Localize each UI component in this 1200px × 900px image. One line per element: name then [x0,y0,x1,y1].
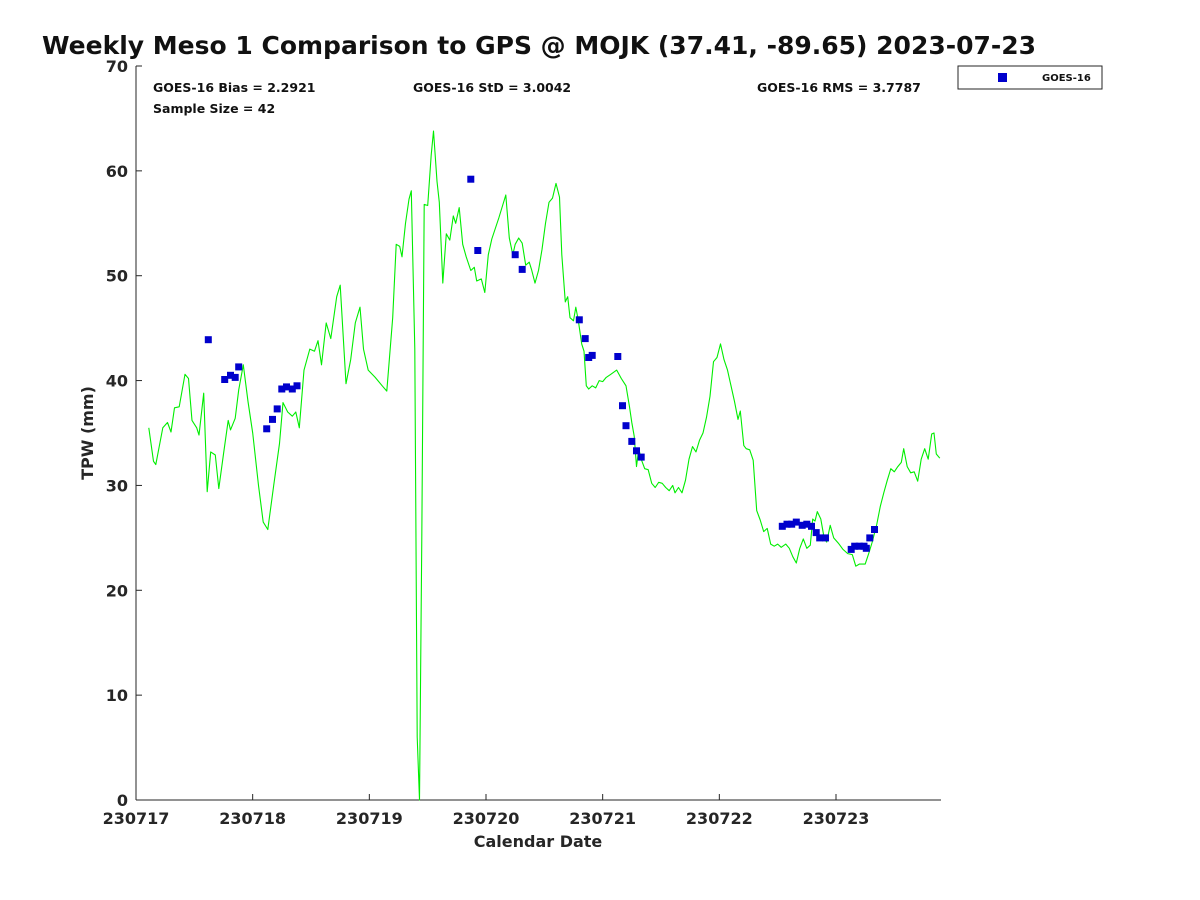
goes16-data-point [235,363,243,371]
goes16-data-point [798,521,806,529]
goes16-data-point [862,544,870,552]
goes16-data-point [816,534,824,542]
goes16-data-point [614,353,622,360]
x-tick-label: 230722 [686,809,753,828]
y-ticks: 0 10 20 30 40 50 60 70 [106,57,142,810]
goes16-data-point [778,522,786,530]
goes16-data-point [808,522,815,530]
goes16-data-point [581,335,589,343]
goes16-data-point [221,376,229,383]
legend-box [957,65,1103,90]
goes16-data-point [231,373,239,381]
y-tick-label: 30 [106,476,128,495]
sample-size-stat: Sample Size = 42 [153,101,275,116]
goes16-data-point [855,542,863,550]
chart-title: Weekly Meso 1 Comparison to GPS @ MOJK (… [42,31,1036,60]
goes16-data-point [474,247,482,254]
goes16-data-point [866,534,874,542]
y-tick-label: 40 [106,372,128,391]
goes16-data-point [518,265,526,273]
y-tick-label: 50 [106,267,128,286]
goes16-data-point [637,453,645,461]
goes16-data-point [788,520,796,528]
x-tick-label: 230721 [569,809,636,828]
goes16-data-point [822,534,829,542]
y-tick-label: 0 [117,791,128,810]
legend-marker-goes16 [998,73,1007,82]
goes16-data-point [278,385,286,393]
std-stat: GOES-16 StD = 3.0042 [413,80,571,95]
x-tick-label: 230723 [803,809,870,828]
y-tick-label: 20 [106,581,128,600]
goes16-data-point [871,526,878,533]
legend: GOES-16 [957,65,1103,90]
gps-series-line [148,130,941,801]
goes16-data-point [511,251,519,259]
goes16-data-point [792,518,800,526]
x-ticks: 230717 230718 230719 230720 230721 230722 2307… [103,794,870,828]
bias-stat: GOES-16 Bias = 2.2921 [153,80,315,95]
y-tick-label: 10 [106,686,128,705]
goes16-data-point [293,382,301,390]
rms-stat: GOES-16 RMS = 3.7787 [757,80,921,95]
x-tick-label: 230717 [103,809,170,828]
x-tick-label: 230719 [336,809,403,828]
goes16-data-point [204,336,212,344]
y-tick-label: 60 [106,162,128,181]
goes16-data-point [227,371,234,379]
goes16-data-point [283,383,290,391]
goes16-data-point [269,415,276,423]
goes16-data-point [783,520,791,528]
plot-area [135,66,941,801]
goes16-data-point [628,437,636,445]
goes16-data-point [263,425,271,433]
y-tick-label: 70 [106,57,128,76]
goes16-data-point [812,529,820,537]
goes16-data-point [622,422,630,430]
goes16-data-point [851,542,859,550]
x-tick-label: 230718 [219,809,286,828]
y-axis-label: TPW (mm) [78,386,97,480]
goes16-data-point [575,316,583,324]
goes16-data-point [588,351,596,359]
goes16-data-point [619,402,626,410]
goes16-data-point [633,447,640,455]
goes16-data-point [803,520,811,528]
goes16-data-point [273,405,281,413]
x-axis-label: Calendar Date [474,832,603,851]
goes16-data-point [288,385,296,393]
x-tick-label: 230720 [453,809,520,828]
series-layer [148,130,941,801]
goes16-data-point [467,175,475,183]
legend-label-goes16: GOES-16 [1042,73,1091,84]
